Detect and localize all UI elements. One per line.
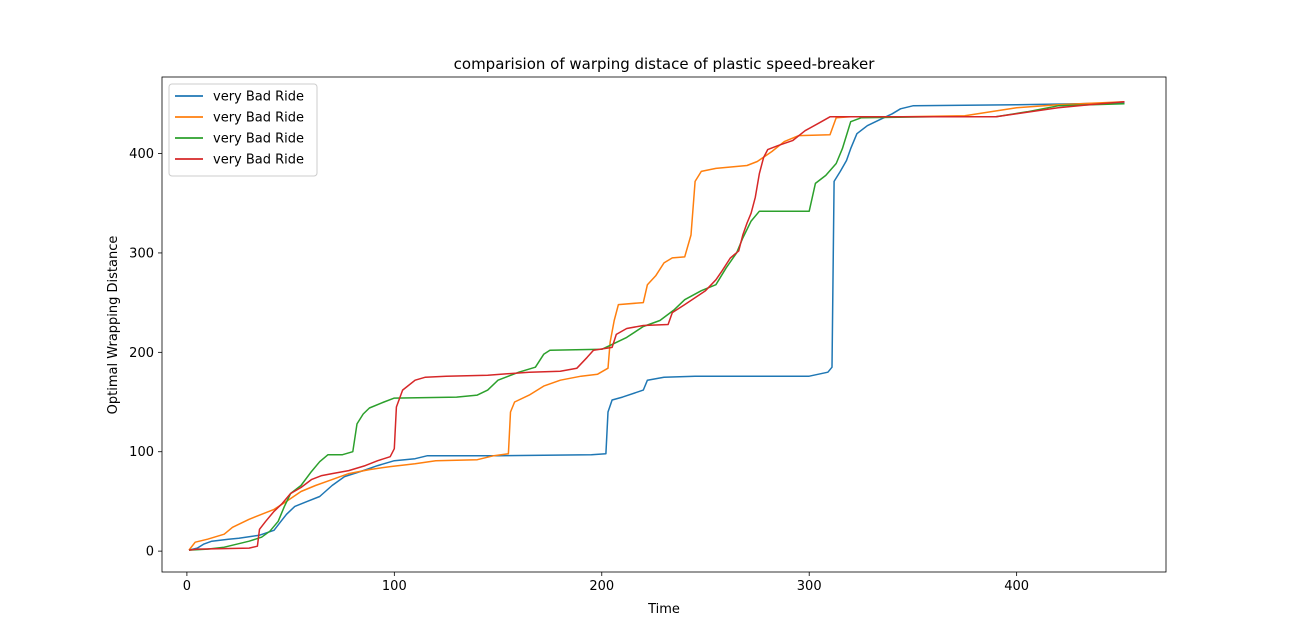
legend-entry-3: very Bad Ride (213, 132, 304, 147)
y-tick-label: 200 (129, 346, 154, 361)
series-line-4 (188, 101, 1125, 551)
x-tick-label: 300 (797, 579, 822, 594)
x-axis: 0 100 200 300 400 (183, 572, 1029, 594)
y-axis-label: Optimal Wrapping Distance (106, 236, 121, 415)
series-line-3 (188, 103, 1125, 551)
y-tick-label: 100 (129, 445, 154, 460)
plot-frame (161, 76, 1167, 573)
series-line-1 (188, 102, 1125, 551)
x-tick-label: 400 (1004, 579, 1029, 594)
y-tick-label: 400 (129, 147, 154, 162)
legend-box (168, 83, 318, 177)
plot-area (161, 76, 1167, 573)
chart-title: comparision of warping distace of plasti… (454, 55, 876, 73)
legend-entry-2: very Bad Ride (213, 111, 304, 126)
x-tick-label: 0 (183, 579, 191, 594)
y-tick-label: 300 (129, 246, 154, 261)
legend-entry-4: very Bad Ride (213, 153, 304, 168)
series-line-2 (188, 101, 1125, 551)
y-tick-label: 0 (146, 545, 154, 560)
x-axis-label: Time (647, 602, 680, 617)
legend-entry-1: very Bad Ride (213, 90, 304, 105)
x-tick-label: 100 (382, 579, 407, 594)
x-tick-label: 200 (589, 579, 614, 594)
y-axis: 0 100 200 300 400 (129, 147, 162, 560)
legend: very Bad Ride very Bad Ride very Bad Ride v… (168, 83, 318, 177)
